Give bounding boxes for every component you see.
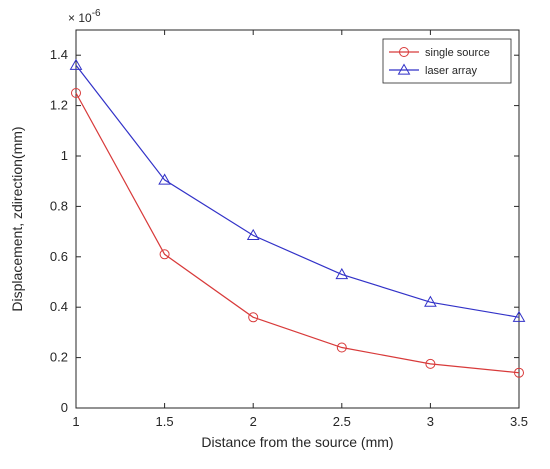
series-point (397, 63, 411, 75)
y-tick-label: 1 (61, 148, 68, 163)
series-point (512, 310, 526, 322)
x-tick-label: 1.5 (156, 414, 174, 429)
series-line (75, 64, 520, 318)
legend-box (382, 38, 512, 84)
series-point (71, 88, 81, 98)
y-exponent-power: -6 (92, 8, 101, 19)
legend-item: single source (389, 47, 490, 59)
y-tick-label: 0.6 (50, 249, 68, 264)
y-exponent-label: × 10-6 (68, 8, 101, 25)
x-tick-label: 3 (427, 414, 434, 429)
plot-area (75, 29, 520, 409)
y-axis-label: Displacement, zdirection(mm) (9, 126, 25, 311)
y-tick-label: 0.2 (50, 350, 68, 365)
legend-label: single source (425, 47, 490, 59)
series-1 (69, 58, 526, 322)
legend-item: laser array (389, 63, 477, 77)
series-line (75, 92, 520, 374)
x-tick-label: 2.5 (333, 414, 351, 429)
y-tick-label: 1.2 (50, 98, 68, 113)
series-point (248, 312, 259, 323)
series-point (424, 295, 437, 307)
y-tick-label: 1.4 (50, 47, 68, 62)
series-point (159, 249, 170, 260)
series-point (335, 267, 349, 280)
x-tick-label: 3.5 (510, 414, 528, 429)
y-tick-label: 0.4 (50, 299, 68, 314)
y-exponent-base: × 10 (68, 11, 92, 25)
x-tick-label: 1 (72, 414, 79, 429)
series-point (158, 173, 171, 185)
x-tick-label: 2 (250, 414, 257, 429)
legend-label: laser array (425, 65, 477, 77)
series-point (69, 58, 83, 70)
y-tick-label: 0 (61, 400, 68, 415)
series-point (399, 47, 409, 57)
series-point (514, 367, 524, 378)
y-tick-label: 0.8 (50, 198, 68, 213)
legend: single source laser array (382, 38, 512, 84)
series-point (425, 358, 436, 369)
x-axis-label: Distance from the source (mm) (201, 434, 393, 450)
series-0 (71, 88, 524, 378)
series-point (246, 228, 260, 241)
series-point (336, 342, 347, 353)
